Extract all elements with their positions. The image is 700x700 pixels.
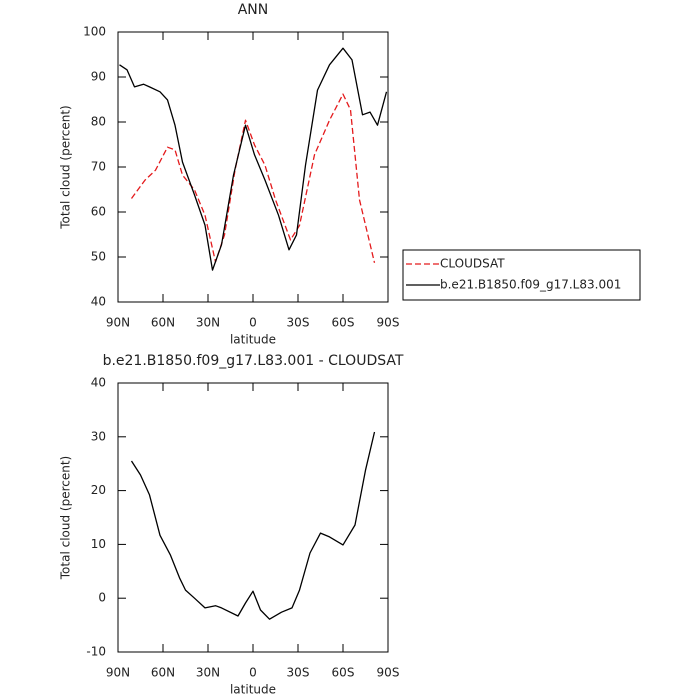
x-tick-label: 60N: [151, 666, 175, 680]
y-axis-label: Total cloud (percent): [59, 105, 73, 229]
y-tick-label: 100: [83, 25, 106, 39]
x-axis-label: latitude: [230, 333, 276, 347]
y-tick-label: 80: [91, 115, 106, 129]
legend-label: CLOUDSAT: [440, 257, 505, 271]
x-tick-label: 30S: [287, 666, 310, 680]
x-tick-label: 30N: [196, 316, 220, 330]
y-tick-label: 50: [91, 250, 106, 264]
y-tick-label: 10: [91, 537, 106, 551]
x-tick-label: 60N: [151, 316, 175, 330]
legend-box: [402, 249, 641, 301]
x-tick-label: 30N: [196, 666, 220, 680]
y-tick-label: 0: [98, 591, 106, 605]
y-tick-label: 30: [91, 429, 106, 443]
chart-title: ANN: [238, 2, 269, 18]
legend-label: b.e21.B1850.f09_g17.L83.001: [440, 278, 621, 292]
plot-frame: [117, 31, 389, 303]
y-tick-label: 60: [91, 205, 106, 219]
y-tick-label: 40: [91, 376, 106, 390]
x-tick-label: 90S: [377, 316, 400, 330]
plot-frame: [117, 382, 389, 653]
y-tick-label: 70: [91, 160, 106, 174]
x-axis-label: latitude: [230, 683, 276, 697]
y-tick-label: -10: [86, 645, 106, 659]
x-tick-label: 0: [249, 666, 257, 680]
y-tick-label: 20: [91, 483, 106, 497]
x-tick-label: 90N: [106, 316, 130, 330]
y-tick-label: 40: [91, 295, 106, 309]
x-tick-label: 0: [249, 316, 257, 330]
y-axis-label: Total cloud (percent): [59, 456, 73, 580]
x-tick-label: 30S: [287, 316, 310, 330]
data-line: [119, 47, 388, 271]
data-line: [130, 93, 376, 263]
x-tick-label: 90S: [377, 666, 400, 680]
x-tick-label: 90N: [106, 666, 130, 680]
x-tick-label: 60S: [332, 316, 355, 330]
chart-title: b.e21.B1850.f09_g17.L83.001 - CLOUDSAT: [103, 353, 404, 369]
x-tick-label: 60S: [332, 666, 355, 680]
data-line: [130, 431, 376, 620]
y-tick-label: 90: [91, 70, 106, 84]
